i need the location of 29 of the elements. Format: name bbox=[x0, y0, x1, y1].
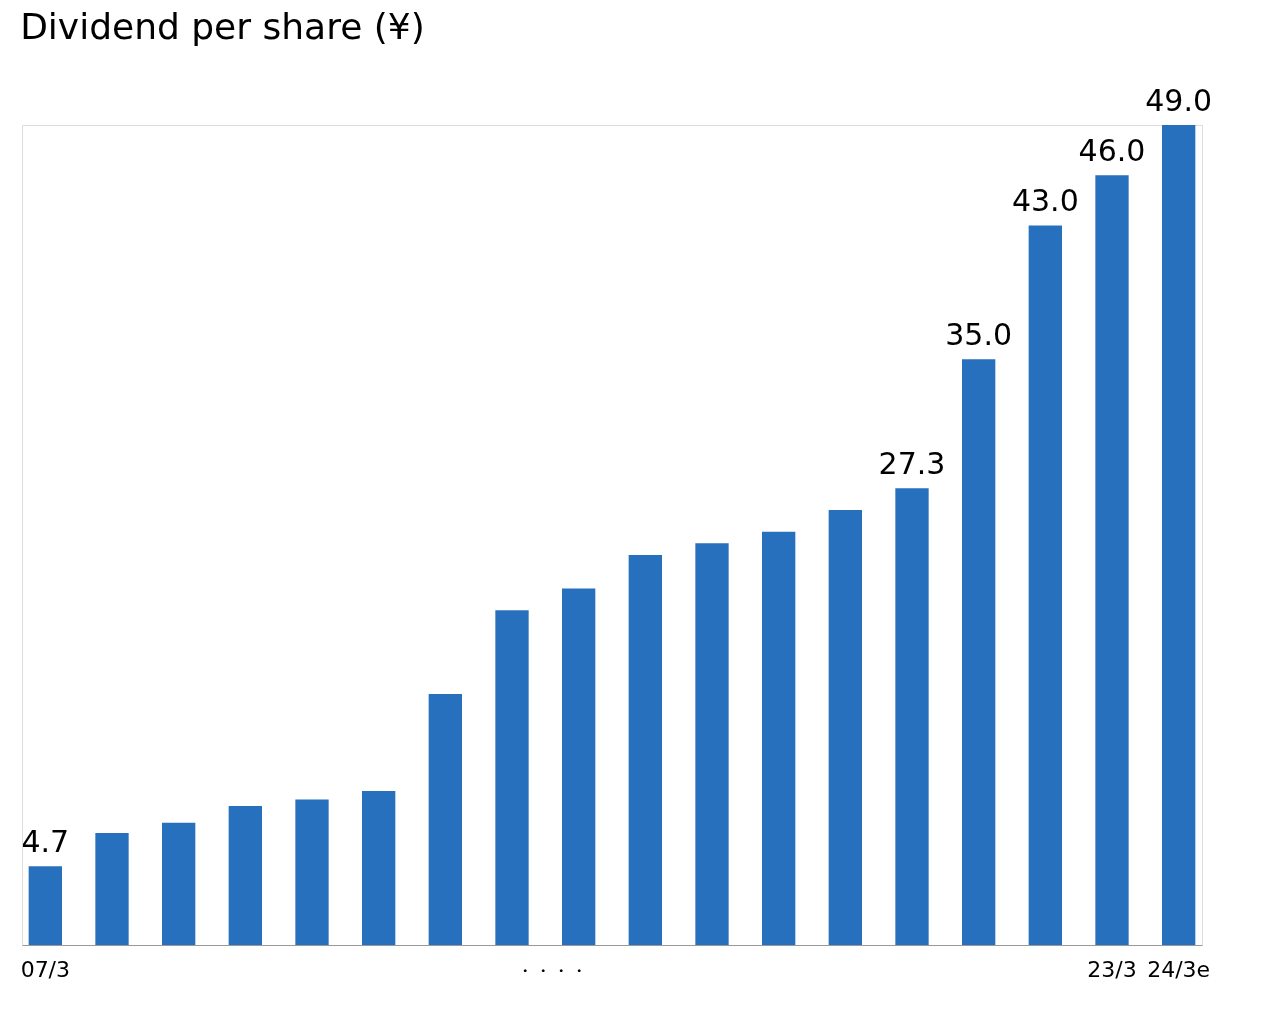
bar bbox=[495, 610, 529, 945]
bar bbox=[428, 693, 462, 945]
bar bbox=[1028, 225, 1062, 945]
bar bbox=[1095, 175, 1129, 945]
chart-title: Dividend per share (¥) bbox=[20, 6, 425, 47]
data-label: 49.0 bbox=[1145, 83, 1213, 118]
bar bbox=[228, 806, 262, 945]
bar bbox=[162, 822, 196, 945]
x-tick-label: 23/3 bbox=[1087, 956, 1137, 982]
bar bbox=[362, 791, 396, 945]
bar bbox=[1162, 125, 1196, 945]
bar bbox=[628, 555, 662, 945]
bar bbox=[295, 799, 329, 945]
x-tick-label: 07/3 bbox=[20, 956, 71, 982]
data-label: 46.0 bbox=[1078, 133, 1146, 169]
bar bbox=[28, 866, 62, 945]
data-label: 43.0 bbox=[1011, 183, 1079, 219]
x-tick-label: 24/3e bbox=[1147, 956, 1211, 982]
data-label: 27.3 bbox=[878, 446, 946, 482]
data-label: 4.7 bbox=[21, 824, 70, 860]
bar bbox=[762, 531, 796, 945]
bar bbox=[695, 543, 729, 945]
bar bbox=[962, 359, 996, 945]
bar bbox=[828, 509, 862, 945]
bar bbox=[95, 832, 129, 945]
bar bbox=[562, 588, 596, 945]
data-label: 35.0 bbox=[945, 317, 1013, 353]
bar bbox=[895, 488, 929, 945]
text: ・・・・ bbox=[516, 960, 588, 981]
